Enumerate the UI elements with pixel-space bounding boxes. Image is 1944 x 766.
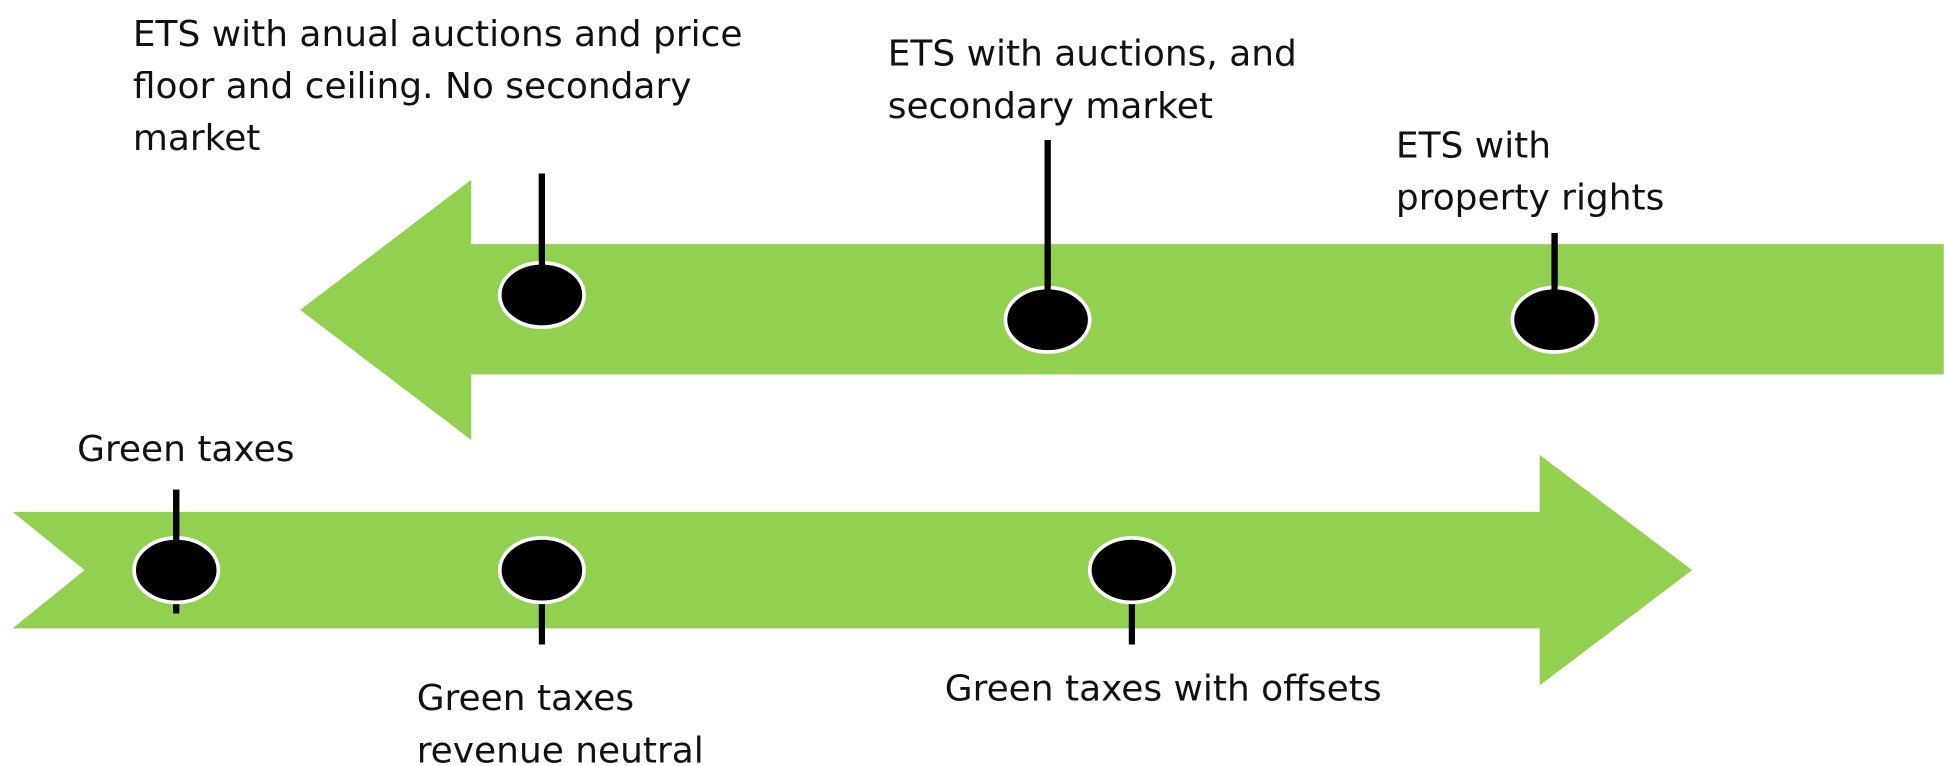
milestone-dot (132, 536, 221, 605)
milestone-label: ETS with (1396, 125, 1551, 166)
milestone-label: secondary market (888, 86, 1213, 127)
milestone-label: property rights (1396, 177, 1664, 218)
milestone-dot (1510, 285, 1599, 354)
milestone-label: Green taxes with offsets (945, 668, 1382, 709)
milestone-label: ETS with auctions, and (888, 34, 1297, 75)
milestone-label: Green taxes (417, 678, 634, 719)
top-arrow (300, 179, 1944, 441)
milestone-dot (1087, 536, 1176, 605)
milestone-dot (497, 536, 586, 605)
milestone-label: ETS with anual auctions and price (133, 14, 743, 55)
milestone-labels: ETS with anual auctions and price floor a… (77, 14, 1664, 766)
milestone-label: floor and ceiling. No secondary (133, 66, 692, 107)
milestone-label: Green taxes (77, 429, 294, 470)
bottom-arrow (12, 454, 1693, 686)
milestone-marks (132, 140, 1599, 645)
milestone-label: market (133, 118, 261, 159)
milestone-dot (1003, 285, 1092, 354)
milestone-label: revenue neutral (417, 730, 704, 766)
milestone-dot (497, 260, 586, 330)
